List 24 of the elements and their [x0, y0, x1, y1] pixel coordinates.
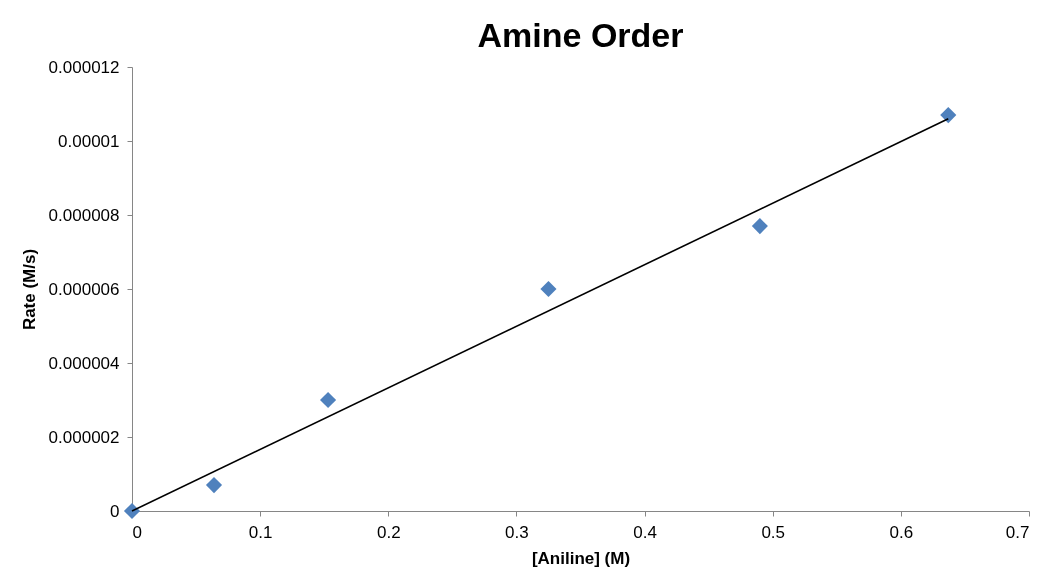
- point: [205, 477, 223, 494]
- point: [123, 502, 141, 520]
- x-tick-label: 0.5: [761, 522, 786, 542]
- x-tick-label: 0.4: [633, 522, 657, 542]
- x-tick-label: 0.6: [889, 522, 914, 542]
- y-tick-label: 0.000004: [48, 353, 120, 373]
- point: [940, 107, 957, 124]
- y-tick-label: 0.000008: [48, 205, 120, 225]
- y-tick-label: 0.00001: [58, 131, 120, 151]
- y-tick-label: 0: [110, 501, 120, 521]
- x-tick-label: 0.7: [1005, 522, 1030, 542]
- x-tick-label: 0.3: [505, 522, 529, 542]
- y-tick-label: 0.000012: [48, 57, 120, 77]
- x-tick-label: 0.1: [248, 522, 273, 542]
- x-tick-label: 0: [132, 522, 142, 542]
- point: [751, 218, 768, 235]
- chart-title: Amine Order: [477, 16, 684, 54]
- y-tick-label: 0.000002: [48, 427, 120, 447]
- y-axis-title: Rate (M/s): [19, 248, 39, 331]
- x-tick-label: 0.2: [376, 522, 401, 542]
- point: [540, 280, 557, 298]
- point: [320, 391, 337, 409]
- x-axis-title: [Aniline] (M): [531, 548, 631, 568]
- y-tick-label: 0.000006: [48, 279, 120, 299]
